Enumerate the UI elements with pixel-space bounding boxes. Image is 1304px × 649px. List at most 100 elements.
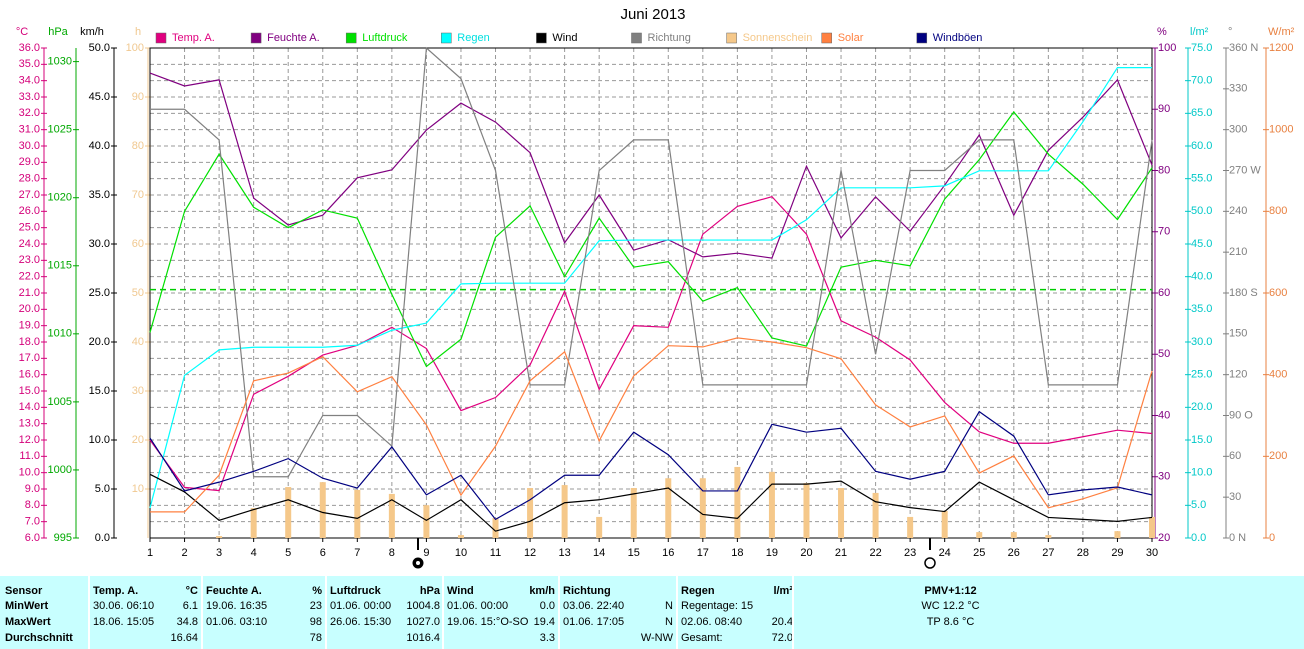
background xyxy=(0,0,1304,576)
y-tick-label: 30 xyxy=(1158,471,1170,483)
y-tick-label: 0.0 xyxy=(95,532,110,544)
sunshine-bar xyxy=(665,478,672,538)
y-tick-label: 16.0 xyxy=(19,369,40,381)
table-cell: 1004.8 xyxy=(406,600,440,612)
y-tick-label: 7.0 xyxy=(25,516,40,528)
table-cell: 19.06. 16:35 xyxy=(206,600,267,612)
y-tick-label: 80 xyxy=(132,140,144,152)
y-tick-label: 80 xyxy=(1158,164,1170,176)
legend-label: Sonnenschein xyxy=(743,32,813,44)
legend-swatch xyxy=(155,32,167,44)
y-tick-label: 90 O xyxy=(1229,409,1253,421)
sunshine-bar xyxy=(699,478,706,538)
sunshine-bar xyxy=(768,471,775,538)
y-tick-label: 5.0 xyxy=(95,483,110,495)
plot-frame xyxy=(149,47,1153,539)
y-tick-label: 6.0 xyxy=(25,532,40,544)
y-tick-label: 330 xyxy=(1229,83,1247,95)
y-tick-label: 30 xyxy=(132,385,144,397)
y-tick-label: 19.0 xyxy=(19,320,40,332)
y-tick-label: 9.0 xyxy=(25,483,40,495)
y-tick-label: 32.0 xyxy=(19,107,40,119)
table-cell: 18.06. 15:05 xyxy=(93,616,154,628)
table-cell: 01.06. 03:10 xyxy=(206,616,267,628)
legend-label: Windböen xyxy=(933,32,983,44)
y-tick-label: 65.0 xyxy=(1191,107,1212,119)
table-cell: 19.4 xyxy=(534,616,555,628)
y-tick-label: 120 xyxy=(1229,369,1247,381)
y-tick-label: 20 xyxy=(1158,532,1170,544)
x-tick-label: 30 xyxy=(1146,547,1158,559)
y-tick-label: 36.0 xyxy=(19,42,40,54)
axis-label: °C xyxy=(16,26,28,38)
table-cell: 20.4 xyxy=(772,616,793,628)
y-tick-label: 270 W xyxy=(1229,164,1261,176)
legend-label: Richtung xyxy=(648,32,691,44)
sunshine-bar xyxy=(1149,516,1155,538)
y-tick-label: 8.0 xyxy=(25,499,40,511)
y-tick-label: 27.0 xyxy=(19,189,40,201)
y-tick-label: 23.0 xyxy=(19,254,40,266)
y-tick-label: 1015 xyxy=(48,260,72,272)
sunshine-bar xyxy=(803,483,810,538)
table-cell: Feuchte A. xyxy=(206,585,262,597)
table-cell: 0.0 xyxy=(540,600,555,612)
x-tick-label: 17 xyxy=(697,547,709,559)
axis-label: W/m² xyxy=(1268,26,1295,38)
y-tick-label: 10.0 xyxy=(19,467,40,479)
sunshine-bar xyxy=(907,516,914,538)
legend-label: Wind xyxy=(552,32,577,44)
x-tick-label: 25 xyxy=(973,547,985,559)
y-tick-label: 35.0 xyxy=(89,189,110,201)
y-tick-label: 20.0 xyxy=(89,336,110,348)
y-tick-label: 70 xyxy=(132,189,144,201)
table-cell: 01.06. 00:00 xyxy=(330,600,391,612)
sunshine-bar xyxy=(561,485,568,538)
y-tick-label: 14.0 xyxy=(19,401,40,413)
y-tick-label: 45.0 xyxy=(89,91,110,103)
x-tick-label: 15 xyxy=(628,547,640,559)
y-tick-label: 5.0 xyxy=(1191,499,1206,511)
table-cell: PMV+1:12 xyxy=(924,585,976,597)
y-tick-label: 60.0 xyxy=(1191,140,1212,152)
sunshine-bar xyxy=(492,517,499,538)
x-tick-label: 14 xyxy=(593,547,605,559)
table-cell: 30.06. 06:10 xyxy=(93,600,154,612)
x-tick-label: 24 xyxy=(939,547,951,559)
table-cell: N xyxy=(665,600,673,612)
y-tick-label: 1200 xyxy=(1269,42,1293,54)
table-cell: 26.06. 15:30 xyxy=(330,616,391,628)
x-tick-label: 13 xyxy=(558,547,570,559)
y-tick-label: 0 xyxy=(1269,532,1275,544)
x-tick-label: 6 xyxy=(320,547,326,559)
table-cell: 3.3 xyxy=(540,632,555,644)
sunshine-bar xyxy=(734,466,741,538)
x-tick-label: 29 xyxy=(1111,547,1123,559)
table-cell: 1016.4 xyxy=(406,632,440,644)
y-tick-label: 1025 xyxy=(48,124,72,136)
table-cell: Temp. A. xyxy=(93,585,138,597)
y-tick-label: 11.0 xyxy=(19,450,40,462)
sunshine-bar xyxy=(1114,531,1121,538)
table-cell: 23 xyxy=(310,600,322,612)
y-tick-label: 25.0 xyxy=(1191,369,1212,381)
y-tick-label: 10 xyxy=(132,483,144,495)
x-tick-label: 7 xyxy=(354,547,360,559)
x-tick-label: 9 xyxy=(423,547,429,559)
y-tick-label: 995 xyxy=(54,532,72,544)
y-tick-label: 12.0 xyxy=(19,434,40,446)
table-cell: 72.0 xyxy=(772,632,793,644)
chart-title: Juni 2013 xyxy=(620,6,685,23)
y-tick-label: 10.0 xyxy=(1191,467,1212,479)
y-tick-label: 70.0 xyxy=(1191,75,1212,87)
sunshine-bar xyxy=(457,535,464,538)
sunshine-bar xyxy=(596,516,603,538)
y-tick-label: 21.0 xyxy=(19,287,40,299)
x-tick-label: 23 xyxy=(904,547,916,559)
sunshine-bar xyxy=(872,492,879,538)
y-tick-label: 15.0 xyxy=(19,385,40,397)
table-cell: 03.06. 22:40 xyxy=(563,600,624,612)
x-tick-label: 12 xyxy=(524,547,536,559)
x-tick-label: 22 xyxy=(869,547,881,559)
